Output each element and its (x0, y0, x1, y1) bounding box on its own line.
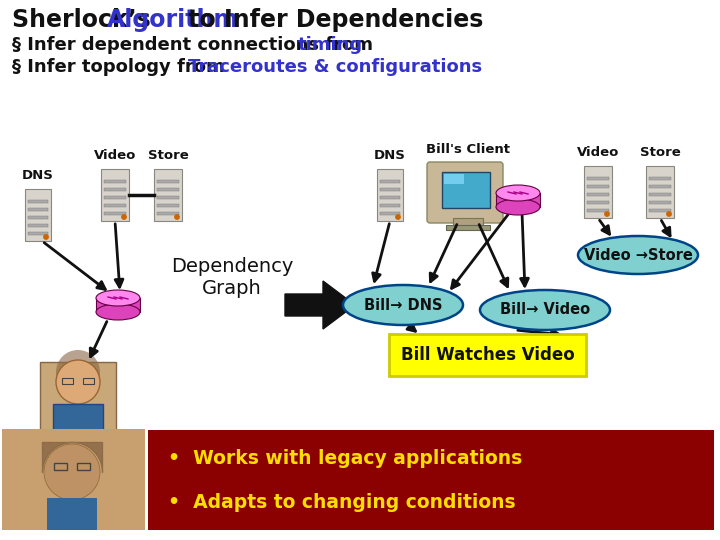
Bar (157, 179, 179, 183)
Bar (157, 195, 179, 199)
Circle shape (44, 444, 100, 500)
Bar (453, 218, 483, 227)
Bar (104, 204, 126, 207)
Bar (2, 429, 145, 530)
Circle shape (175, 215, 179, 219)
Circle shape (56, 350, 100, 394)
Bar (649, 192, 671, 196)
Ellipse shape (343, 285, 463, 325)
Circle shape (605, 212, 609, 216)
Bar (496, 193, 540, 207)
Circle shape (56, 360, 100, 404)
Ellipse shape (96, 290, 140, 306)
Bar (380, 212, 400, 215)
Bar (446, 225, 490, 230)
Text: Bill→ DNS: Bill→ DNS (364, 298, 442, 313)
Bar (28, 207, 48, 211)
Text: Video: Video (577, 146, 619, 159)
Bar (28, 215, 48, 219)
Bar (646, 166, 674, 218)
Text: to Infer Dependencies: to Infer Dependencies (180, 8, 483, 32)
Text: Sherlock’s: Sherlock’s (12, 8, 159, 32)
Bar (104, 195, 126, 199)
Bar (377, 169, 403, 221)
Circle shape (44, 444, 100, 500)
Text: timing: timing (298, 36, 363, 54)
Bar (587, 208, 609, 212)
Circle shape (44, 235, 48, 239)
Polygon shape (285, 281, 355, 329)
Bar (649, 208, 671, 212)
Bar (649, 185, 671, 188)
Bar (380, 195, 400, 199)
Text: •  Adapts to changing conditions: • Adapts to changing conditions (168, 494, 516, 512)
Bar (380, 179, 400, 183)
Bar (154, 169, 182, 221)
Circle shape (396, 215, 400, 219)
Bar (62, 378, 73, 384)
Text: DNS: DNS (374, 149, 406, 162)
Bar (104, 212, 126, 215)
Text: § Infer topology from: § Infer topology from (12, 58, 231, 76)
Bar (83, 378, 94, 384)
Text: Video →Store: Video →Store (584, 247, 693, 262)
Text: Dependency
Graph: Dependency Graph (171, 258, 293, 299)
Bar (104, 187, 126, 191)
Text: Store: Store (639, 146, 680, 159)
Bar (157, 212, 179, 215)
Text: Store: Store (148, 149, 189, 162)
Text: Bill Watches Video: Bill Watches Video (400, 346, 575, 364)
Bar (28, 224, 48, 227)
Bar (649, 200, 671, 204)
Ellipse shape (480, 290, 610, 330)
Bar (587, 200, 609, 204)
Bar (96, 298, 140, 312)
Bar (649, 177, 671, 180)
Bar (380, 187, 400, 191)
Circle shape (122, 215, 126, 219)
Bar (47, 498, 97, 530)
FancyBboxPatch shape (148, 430, 714, 530)
Circle shape (667, 212, 671, 216)
Bar (40, 362, 116, 432)
Bar (53, 404, 103, 432)
Text: •  Works with legacy applications: • Works with legacy applications (168, 449, 522, 468)
FancyBboxPatch shape (389, 334, 586, 376)
Bar (587, 177, 609, 180)
Ellipse shape (96, 304, 140, 320)
Text: Bill's Client: Bill's Client (426, 143, 510, 156)
Bar (157, 204, 179, 207)
Bar (587, 192, 609, 196)
Bar (28, 199, 48, 203)
Ellipse shape (496, 185, 540, 201)
Bar (380, 204, 400, 207)
Bar (157, 187, 179, 191)
Text: Traceroutes & configurations: Traceroutes & configurations (188, 58, 482, 76)
Bar (77, 463, 90, 470)
Ellipse shape (496, 199, 540, 215)
Text: DNS: DNS (22, 169, 54, 182)
Ellipse shape (578, 236, 698, 274)
Text: Video: Video (94, 149, 136, 162)
Text: Bill→ Video: Bill→ Video (500, 302, 590, 318)
Bar (28, 232, 48, 235)
Bar (444, 174, 464, 184)
Bar (587, 185, 609, 188)
Bar (25, 189, 51, 241)
Bar (584, 166, 612, 218)
Text: Algorithm: Algorithm (107, 8, 239, 32)
Bar (101, 169, 129, 221)
Bar (442, 172, 490, 208)
Bar (54, 463, 67, 470)
Bar (104, 179, 126, 183)
Text: § Infer dependent connections from: § Infer dependent connections from (12, 36, 379, 54)
FancyBboxPatch shape (427, 162, 503, 223)
